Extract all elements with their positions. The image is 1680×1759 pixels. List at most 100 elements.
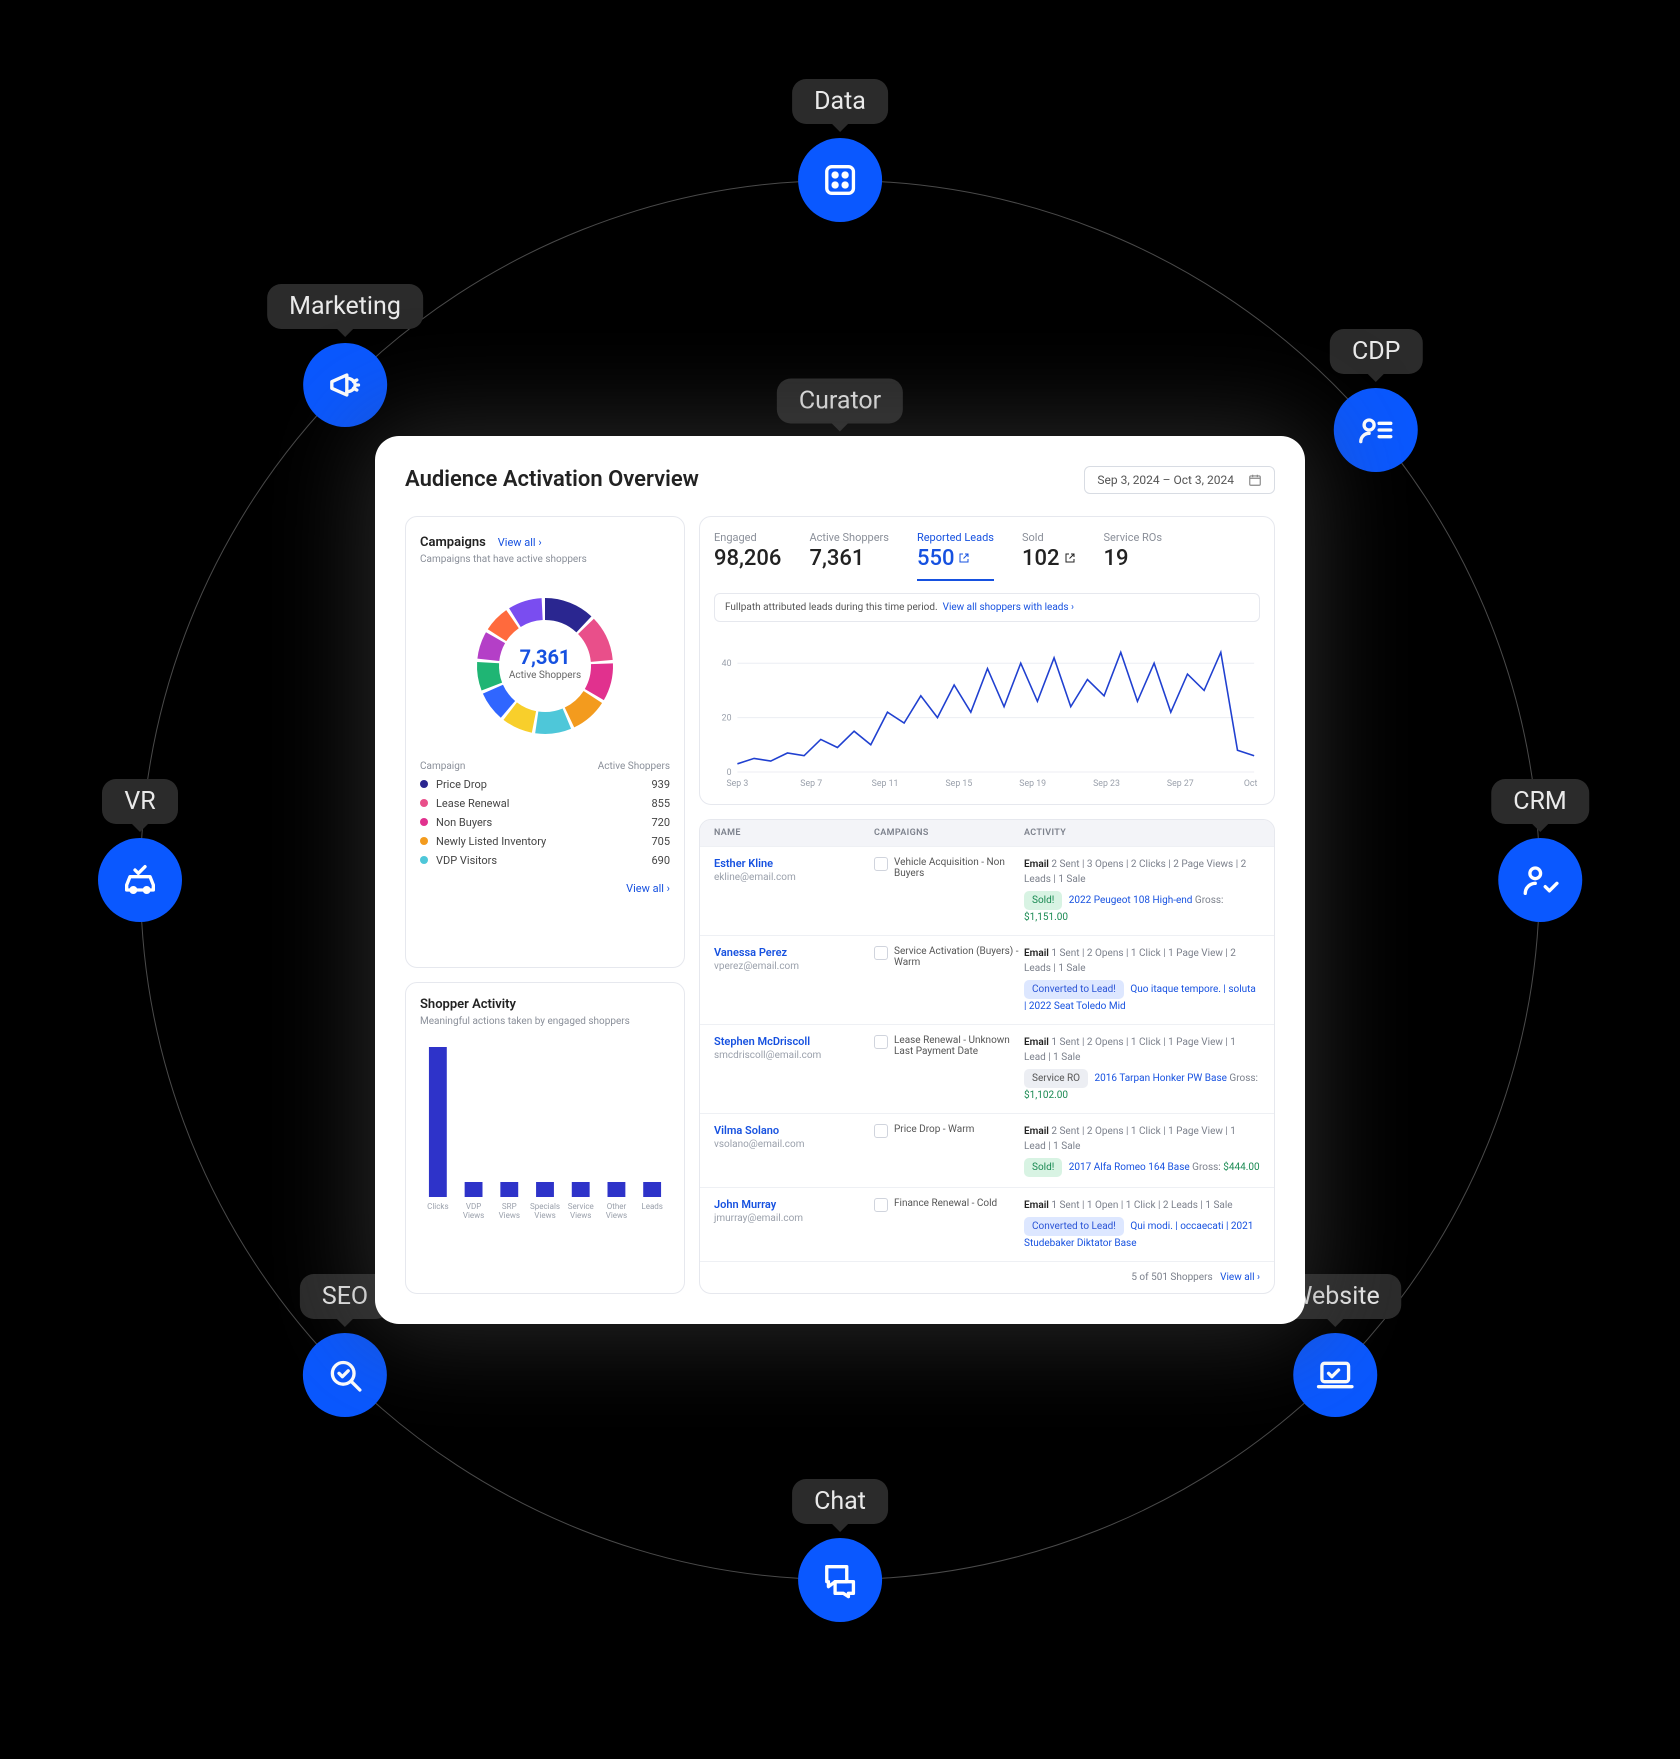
lead-campaign: Finance Renewal - Cold — [874, 1198, 1024, 1251]
lead-activity: Email 1 Sent | 2 Opens | 1 Click | 1 Pag… — [1024, 946, 1260, 1014]
leads-foot-link[interactable]: View all › — [1220, 1272, 1260, 1283]
legend-row[interactable]: Price Drop939 — [420, 778, 670, 791]
orbit-node-data[interactable]: Data — [792, 79, 888, 222]
lead-activity: Email 2 Sent | 3 Opens | 2 Clicks | 2 Pa… — [1024, 857, 1260, 925]
legend-head-left: Campaign — [420, 761, 465, 772]
legend-row[interactable]: Newly Listed Inventory705 — [420, 835, 670, 848]
metrics-chart-panel: Engaged 98,206 Active Shoppers 7,361 Rep… — [699, 516, 1275, 805]
date-range-text: Sep 3, 2024 – Oct 3, 2024 — [1097, 473, 1234, 487]
shopper-activity-subtitle: Meaningful actions taken by engaged shop… — [420, 1016, 670, 1027]
orbit-node-vr[interactable]: VR — [98, 779, 182, 922]
svg-text:Sep 3: Sep 3 — [726, 778, 748, 788]
lead-campaign: Vehicle Acquisition - Non Buyers — [874, 857, 1024, 925]
campaign-icon — [874, 1035, 888, 1049]
bar-label: ServiceViews — [563, 1203, 599, 1221]
metric-active-shoppers[interactable]: Active Shoppers 7,361 — [809, 531, 888, 571]
campaigns-view-all-link[interactable]: View all — [498, 536, 542, 549]
metric-reported-leads[interactable]: Reported Leads 550 — [917, 531, 994, 581]
campaigns-panel: Campaigns View all Campaigns that have a… — [405, 516, 685, 969]
megaphone-icon — [303, 343, 387, 427]
bar-label: SRPViews — [491, 1203, 527, 1221]
svg-text:40: 40 — [722, 659, 732, 669]
metric-service-ros[interactable]: Service ROs 19 — [1104, 531, 1163, 571]
svg-text:Sep 19: Sep 19 — [1019, 778, 1046, 788]
orbit-label: Marketing — [267, 284, 423, 329]
bar-label: Clicks — [420, 1203, 456, 1221]
metric-value: 7,361 — [809, 546, 888, 571]
lead-email: vsolano@email.com — [714, 1139, 874, 1150]
status-pill: Sold! — [1024, 1158, 1062, 1177]
campaigns-subtitle: Campaigns that have active shoppers — [420, 554, 670, 565]
orbit-node-cdp[interactable]: CDP — [1330, 329, 1422, 472]
legend-row[interactable]: Non Buyers720 — [420, 816, 670, 829]
bar-label: SpecialsViews — [527, 1203, 563, 1221]
calendar-icon — [1248, 473, 1262, 487]
orbit-label: Data — [792, 79, 888, 124]
lead-email: ekline@email.com — [714, 872, 874, 883]
shopper-activity-panel: Shopper Activity Meaningful actions take… — [405, 982, 685, 1293]
table-row: Esther Kline ekline@email.com Vehicle Ac… — [700, 846, 1274, 935]
table-row: Vilma Solano vsolano@email.com Price Dro… — [700, 1113, 1274, 1187]
attribution-link[interactable]: View all shoppers with leads › — [943, 602, 1074, 613]
attribution-text: Fullpath attributed leads during this ti… — [725, 602, 938, 613]
metric-label: Service ROs — [1104, 531, 1163, 544]
status-pill: Converted to Lead! — [1024, 980, 1124, 999]
page-title: Audience Activation Overview — [405, 467, 699, 492]
campaign-icon — [874, 1124, 888, 1138]
svg-text:Sep 7: Sep 7 — [800, 778, 822, 788]
metric-value: 19 — [1104, 546, 1163, 571]
person-list-icon — [1334, 388, 1418, 472]
attribution-note: Fullpath attributed leads during this ti… — [714, 593, 1260, 622]
orbit-node-crm[interactable]: CRM — [1491, 779, 1589, 922]
lead-name-link[interactable]: Vanessa Perez — [714, 946, 787, 959]
legend-row[interactable]: Lease Renewal855 — [420, 797, 670, 810]
svg-text:Active Shoppers: Active Shoppers — [509, 670, 581, 681]
col-activity: ACTIVITY — [1024, 828, 1260, 838]
orbit-label: VR — [102, 779, 177, 824]
col-name: NAME — [714, 828, 874, 838]
lead-email: jmurray@email.com — [714, 1213, 874, 1224]
table-row: John Murray jmurray@email.com Finance Re… — [700, 1187, 1274, 1261]
laptop-icon — [1293, 1333, 1377, 1417]
lead-name-link[interactable]: Vilma Solano — [714, 1124, 779, 1137]
bar-label: OtherViews — [599, 1203, 635, 1221]
right-column: Engaged 98,206 Active Shoppers 7,361 Rep… — [699, 516, 1275, 1294]
chat-icon — [798, 1538, 882, 1622]
lead-email: smcdriscoll@email.com — [714, 1050, 874, 1061]
lead-campaign: Price Drop - Warm — [874, 1124, 1024, 1177]
metric-value: 102 — [1022, 546, 1076, 571]
legend-row[interactable]: VDP Visitors690 — [420, 854, 670, 867]
campaigns-legend-view-all-link[interactable]: View all — [626, 882, 670, 895]
orbit-node-marketing[interactable]: Marketing — [267, 284, 423, 427]
shopper-activity-title: Shopper Activity — [420, 997, 670, 1012]
campaign-icon — [874, 946, 888, 960]
curator-label: Curator — [777, 378, 903, 423]
bar-label: Leads — [634, 1203, 670, 1221]
status-pill: Service RO — [1024, 1069, 1088, 1088]
orbit-node-chat[interactable]: Chat — [792, 1479, 888, 1622]
campaign-icon — [874, 1198, 888, 1212]
orbit-label: Chat — [792, 1479, 888, 1524]
lead-name-link[interactable]: John Murray — [714, 1198, 776, 1211]
status-pill: Sold! — [1024, 891, 1062, 910]
metric-sold[interactable]: Sold 102 — [1022, 531, 1076, 571]
leads-table-panel: NAME CAMPAIGNS ACTIVITY Esther Kline ekl… — [699, 819, 1275, 1294]
col-campaigns: CAMPAIGNS — [874, 828, 1024, 838]
lead-activity: Email 1 Sent | 2 Opens | 1 Click | 1 Pag… — [1024, 1035, 1260, 1103]
search-icon — [303, 1333, 387, 1417]
svg-text:0: 0 — [727, 767, 732, 777]
leads-table-header: NAME CAMPAIGNS ACTIVITY — [700, 820, 1274, 846]
date-range-picker[interactable]: Sep 3, 2024 – Oct 3, 2024 — [1084, 466, 1275, 494]
lead-name-link[interactable]: Stephen McDriscoll — [714, 1035, 810, 1048]
svg-text:7,361: 7,361 — [520, 645, 571, 669]
lead-name-link[interactable]: Esther Kline — [714, 857, 773, 870]
table-row: Vanessa Perez vperez@email.com Service A… — [700, 935, 1274, 1024]
metric-value: 550 — [917, 546, 994, 571]
svg-text:Oct 1: Oct 1 — [1244, 778, 1260, 788]
svg-text:Sep 23: Sep 23 — [1093, 778, 1120, 788]
svg-text:Sep 27: Sep 27 — [1167, 778, 1194, 788]
orbit-label: CDP — [1330, 329, 1422, 374]
lead-activity: Email 1 Sent | 1 Open | 1 Click | 2 Lead… — [1024, 1198, 1260, 1251]
person-check-icon — [1498, 838, 1582, 922]
metric-engaged[interactable]: Engaged 98,206 — [714, 531, 781, 571]
